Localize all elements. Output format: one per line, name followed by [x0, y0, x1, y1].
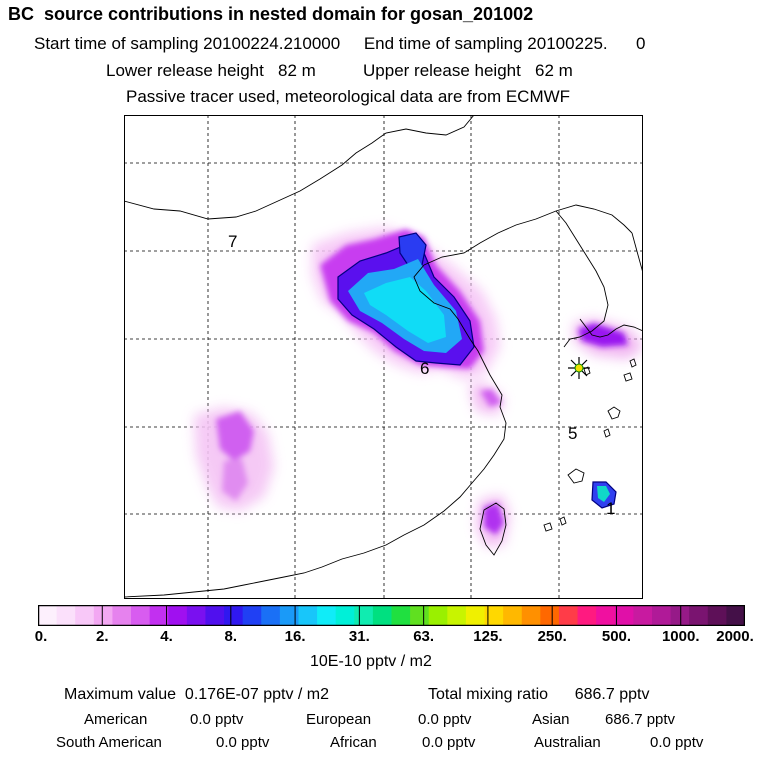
region-african-label: African	[330, 734, 377, 751]
colorbar-swatch	[577, 605, 597, 626]
colorbar-tick-label: 16.	[284, 628, 306, 645]
colorbar-swatch	[410, 605, 430, 626]
colorbar-tick-label: 63.	[413, 628, 435, 645]
colorbar-swatch	[484, 605, 504, 626]
plot-title: BC source contributions in nested domain…	[8, 4, 534, 24]
region-european-value: 0.0 pptv	[418, 711, 472, 728]
colorbar-tick-label: 4.	[160, 628, 173, 645]
colorbar-swatch	[56, 605, 76, 626]
region-australian-label: Australian	[534, 734, 601, 751]
colorbar-swatch	[596, 605, 616, 626]
colorbar-swatch	[149, 605, 169, 626]
concentration-plume	[194, 227, 643, 547]
units-label: 10E-10 pptv / m2	[310, 653, 432, 670]
tracer-info-line: Passive tracer used, meteorological data…	[126, 87, 571, 106]
colorbar-swatch	[261, 605, 281, 626]
colorbar-swatch	[726, 605, 745, 626]
colorbar-swatch	[131, 605, 151, 626]
colorbar-tick-label: 0.	[34, 628, 48, 645]
colorbar-swatch	[707, 605, 727, 626]
colorbar-swatch	[521, 605, 541, 626]
colorbar-swatch	[168, 605, 188, 626]
coastlines	[124, 115, 643, 598]
colorbar-swatch	[279, 605, 300, 626]
colorbar-swatch	[391, 605, 411, 626]
region-asian-value: 686.7 pptv	[605, 711, 676, 728]
colorbar-swatch	[75, 605, 95, 626]
colorbar-swatch	[689, 605, 709, 626]
colorbar-swatch	[633, 605, 653, 626]
region-label-5: 5	[568, 424, 577, 443]
max-value-text: Maximum value 0.176E-07 pptv / m2	[64, 686, 330, 703]
region-european-label: European	[306, 711, 372, 728]
colorbar-swatch	[670, 605, 690, 626]
region-label-7: 7	[228, 232, 237, 251]
colorbar-tick-label: 1000.	[661, 628, 700, 645]
region-south-american-label: South American	[56, 734, 162, 751]
region-american-value: 0.0 pptv	[190, 711, 244, 728]
colorbar-swatch	[93, 605, 114, 626]
colorbar-swatch	[372, 605, 393, 626]
colorbar-tick-label: 31.	[348, 628, 370, 645]
colorbar-frame	[38, 605, 745, 626]
colorbar-tick-label: 8.	[224, 628, 238, 645]
colorbar-swatch	[186, 605, 207, 626]
colorbar-swatch	[354, 605, 374, 626]
colorbar-tick-label: 250.	[537, 628, 567, 645]
total-mixing-ratio-text: Total mixing ratio 686.7 pptv	[428, 686, 650, 703]
colorbar-swatch	[614, 605, 634, 626]
colorbar-swatch	[242, 605, 262, 626]
region-african-value: 0.0 pptv	[422, 734, 476, 751]
colorbar-swatch	[447, 605, 467, 626]
region-south-american-value: 0.0 pptv	[216, 734, 270, 751]
colorbar-tick-label: 125.	[473, 628, 503, 645]
release-height-line: Lower release height 82 m Upper release …	[106, 61, 573, 80]
colorbar-swatch	[558, 605, 579, 626]
colorbar-swatch	[335, 605, 355, 626]
colorbar-swatch	[651, 605, 672, 626]
colorbar-tick-label: 500.	[601, 628, 632, 645]
region-american-label: American	[84, 711, 148, 728]
colorbar-swatch	[112, 605, 132, 626]
colorbar-swatch	[38, 605, 58, 626]
region-asian-label: Asian	[532, 711, 570, 728]
colorbar-swatch	[503, 605, 523, 626]
colorbar-swatch	[224, 605, 244, 626]
colorbar-swatch	[298, 605, 318, 626]
region-australian-value: 0.0 pptv	[650, 734, 704, 751]
region-label-1: 1	[606, 499, 615, 518]
colorbar-tick-label: 2.	[96, 628, 109, 645]
map-panel: 7 6 5 1	[124, 115, 643, 599]
colorbar	[38, 605, 745, 626]
region-label-6: 6	[420, 359, 429, 378]
colorbar-swatch	[540, 605, 560, 626]
colorbar-swatch	[465, 605, 486, 626]
release-site-marker-icon	[568, 357, 590, 379]
colorbar-swatch	[428, 605, 448, 626]
map-frame	[124, 115, 643, 599]
colorbar-swatch	[205, 605, 225, 626]
colorbar-tick-label: 2000.	[716, 628, 754, 645]
sampling-time-line: Start time of sampling 20100224.210000 E…	[34, 34, 646, 53]
colorbar-swatch	[317, 605, 337, 626]
